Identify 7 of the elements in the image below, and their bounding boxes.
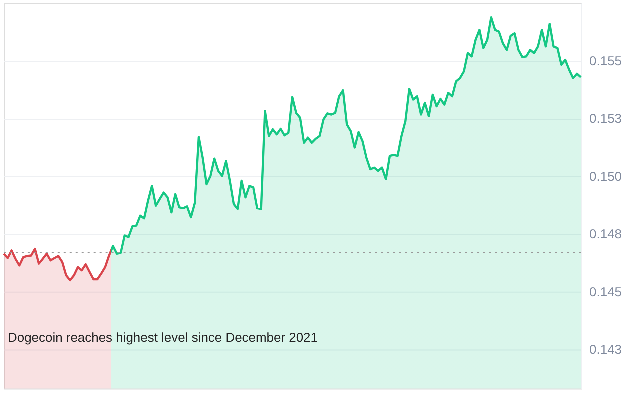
y-tick-label: 0.148	[590, 226, 622, 242]
y-tick-label: 0.155	[590, 53, 622, 68]
annotation: Dogecoin reaches highest level since December 2021	[8, 330, 318, 345]
y-tick-label: 0.150	[590, 168, 622, 184]
y-tick-label: 0.145	[590, 284, 622, 300]
y-tick-label: 0.153	[590, 111, 622, 126]
y-tick-label: 0.143	[590, 342, 622, 357]
